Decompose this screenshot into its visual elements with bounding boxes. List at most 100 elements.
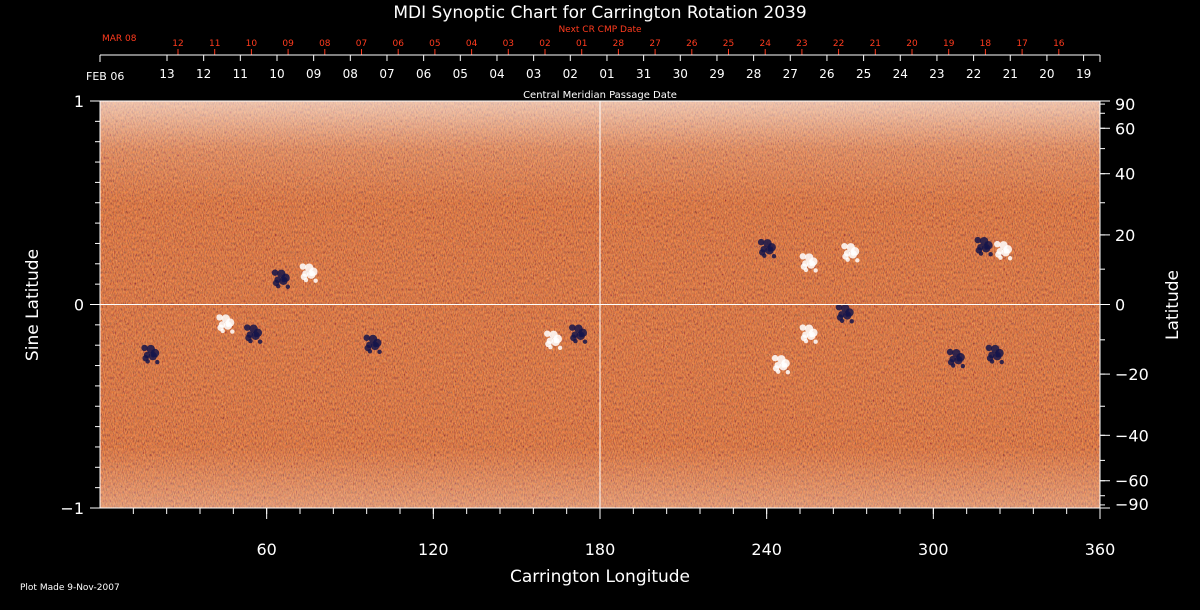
y-left-tick-label: 1 (74, 92, 84, 111)
active-region-patch (771, 254, 777, 259)
active-region-patch (994, 240, 1001, 248)
active-region-patch (155, 359, 160, 365)
next-cr-date-labels: 12 11 10 09 08 07 06 05 04 03 02 01 28 27 26 25 24 23 22 21… (172, 39, 1065, 49)
y-left-axis-label: Sine Latitude (23, 249, 43, 361)
cmp-date-label: 13 (159, 67, 174, 81)
next-cr-date-label: 20 (906, 39, 918, 49)
y-right-tick-label: −20 (1115, 365, 1149, 384)
active-region-patch (946, 348, 954, 356)
cmp-date-label: 25 (856, 67, 871, 81)
active-region-patch (988, 351, 995, 359)
active-region-patch (993, 351, 1002, 361)
active-region-patch (838, 311, 845, 318)
active-region-patch (548, 345, 553, 350)
active-region-patch (302, 270, 309, 277)
active-region-patch (813, 268, 818, 273)
next-cr-date-label: 25 (723, 39, 734, 49)
next-cr-date-label: 24 (759, 39, 771, 49)
active-region-patch (257, 339, 263, 344)
y-right-axis-label: Latitude (1163, 270, 1183, 340)
cmp-date-label: 19 (1076, 67, 1091, 81)
active-region-patch (954, 355, 963, 365)
next-cr-date-label: 01 (576, 39, 587, 49)
next-cr-date-label: 09 (282, 39, 294, 49)
active-region-patch (145, 359, 150, 364)
active-region-patch (141, 344, 148, 352)
cmp-date-label: 08 (343, 67, 358, 81)
active-region-patch (848, 250, 858, 259)
active-region-patch (218, 321, 226, 328)
cmp-date-label: 27 (783, 67, 798, 81)
active-region-patch (799, 253, 807, 260)
active-region-patch (802, 260, 809, 267)
next-cr-date-label: 08 (319, 39, 331, 49)
active-region-patch (765, 246, 774, 255)
y-right-axis-tick-labels: 90 60 40 20 0 −20 −40 −60 −90 (1115, 95, 1149, 514)
active-region-patch (988, 251, 993, 257)
y-right-tick-label: 0 (1115, 296, 1125, 315)
plot-made-footer: Plot Made 9-Nov-2007 (20, 583, 120, 593)
active-region-patch (771, 354, 779, 362)
cmp-date-label: 31 (636, 67, 651, 81)
chart-title: MDI Synoptic Chart for Carrington Rotati… (393, 3, 806, 23)
active-region-patch (803, 267, 809, 273)
active-region-patch (989, 359, 995, 364)
x-axis-ticks (132, 508, 1101, 519)
active-region-patch (279, 276, 288, 286)
cmp-date-label: 03 (526, 67, 541, 81)
active-region-patch (776, 369, 781, 374)
cmp-date-label: 10 (269, 67, 284, 81)
cmp-date-label: 07 (379, 67, 394, 81)
active-region-patch (366, 341, 373, 349)
x-axis-label: Carrington Longitude (510, 567, 690, 587)
active-region-patch (546, 337, 554, 344)
active-region-patch (1007, 256, 1013, 261)
y-left-tick-label: 0 (74, 296, 84, 315)
active-region-patch (313, 278, 318, 283)
cmp-date-label: 23 (929, 67, 944, 81)
y-right-axis-ticks (1100, 100, 1110, 509)
active-region-patch (960, 363, 966, 369)
active-region-patch (849, 319, 854, 324)
next-cr-label: Next CR CMP Date (558, 25, 642, 35)
next-cr-date-label: 19 (943, 39, 955, 49)
next-cr-date-label: 26 (686, 39, 698, 49)
active-region-patch (774, 361, 781, 369)
active-region-patch (813, 339, 818, 344)
x-tick-label: 240 (751, 540, 782, 559)
cmp-start-label: FEB 06 (86, 70, 124, 83)
active-region-patch (949, 355, 956, 363)
active-region-patch (248, 338, 253, 344)
next-cr-date-label: 12 (172, 39, 183, 49)
y-right-tick-label: 20 (1115, 226, 1135, 245)
next-cr-date-label: 21 (870, 39, 881, 49)
y-right-tick-label: −60 (1115, 472, 1149, 491)
x-tick-label: 180 (585, 540, 616, 559)
active-region-patch (551, 337, 560, 347)
x-tick-label: 360 (1085, 540, 1116, 559)
x-tick-label: 60 (256, 540, 276, 559)
active-region-patch (977, 243, 984, 251)
cmp-date-label: 05 (453, 67, 468, 81)
active-region-patch (843, 250, 851, 257)
cmp-date-label: 02 (563, 67, 578, 81)
next-cr-date-label: 23 (796, 39, 807, 49)
active-region-patch (843, 311, 852, 320)
next-cr-date-label: 02 (539, 39, 550, 49)
active-region-patch (981, 244, 991, 253)
active-region-patch (999, 359, 1004, 365)
active-region-patch (951, 363, 956, 368)
active-region-patch (806, 260, 816, 269)
next-cr-date-label: 10 (246, 39, 258, 49)
next-cr-date-label: 05 (429, 39, 440, 49)
next-cr-date-label: 03 (503, 39, 514, 49)
next-cr-date-label: 06 (392, 39, 404, 49)
cmp-date-label: 20 (1039, 67, 1054, 81)
active-region-patch (978, 251, 984, 256)
active-region-patch (757, 238, 765, 246)
cmp-date-label: 06 (416, 67, 431, 81)
y-right-tick-label: 60 (1115, 119, 1135, 138)
active-region-patch (806, 331, 816, 340)
y-left-tick-label: −1 (60, 499, 84, 518)
active-region-patch (303, 277, 309, 283)
